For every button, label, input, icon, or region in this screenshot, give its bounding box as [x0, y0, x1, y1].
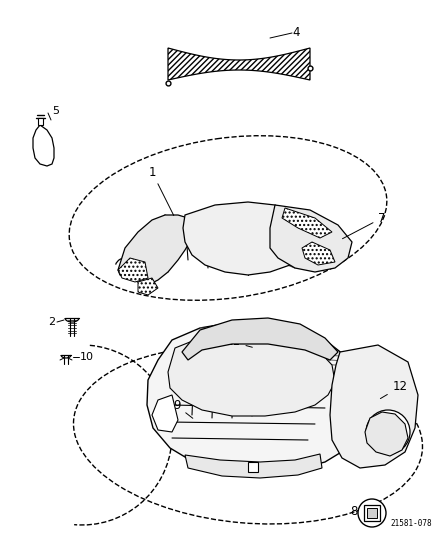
Circle shape: [357, 499, 385, 527]
Polygon shape: [364, 412, 407, 456]
Text: 5: 5: [52, 106, 59, 116]
Polygon shape: [168, 48, 309, 80]
Polygon shape: [152, 395, 177, 432]
Text: 21581-078: 21581-078: [389, 519, 431, 528]
Polygon shape: [366, 508, 376, 518]
Polygon shape: [33, 125, 54, 166]
Text: 2: 2: [48, 317, 55, 327]
Polygon shape: [281, 208, 331, 238]
Polygon shape: [138, 278, 158, 295]
Text: 10: 10: [80, 352, 94, 362]
Polygon shape: [269, 205, 351, 272]
Polygon shape: [247, 462, 258, 472]
Text: 9: 9: [173, 400, 192, 418]
Polygon shape: [118, 258, 148, 282]
Polygon shape: [183, 202, 311, 275]
Polygon shape: [118, 215, 194, 285]
Circle shape: [365, 410, 409, 454]
Polygon shape: [301, 242, 334, 265]
Text: 1: 1: [148, 166, 173, 215]
Polygon shape: [38, 118, 43, 125]
Polygon shape: [147, 322, 367, 474]
Polygon shape: [182, 318, 337, 360]
Polygon shape: [184, 454, 321, 478]
Text: 12: 12: [379, 381, 406, 399]
Text: 4: 4: [292, 26, 299, 38]
Text: 11: 11: [225, 335, 252, 349]
Text: 7: 7: [342, 212, 385, 239]
Polygon shape: [329, 345, 417, 468]
Text: 8: 8: [350, 505, 357, 519]
Polygon shape: [168, 332, 334, 416]
Polygon shape: [363, 505, 379, 521]
